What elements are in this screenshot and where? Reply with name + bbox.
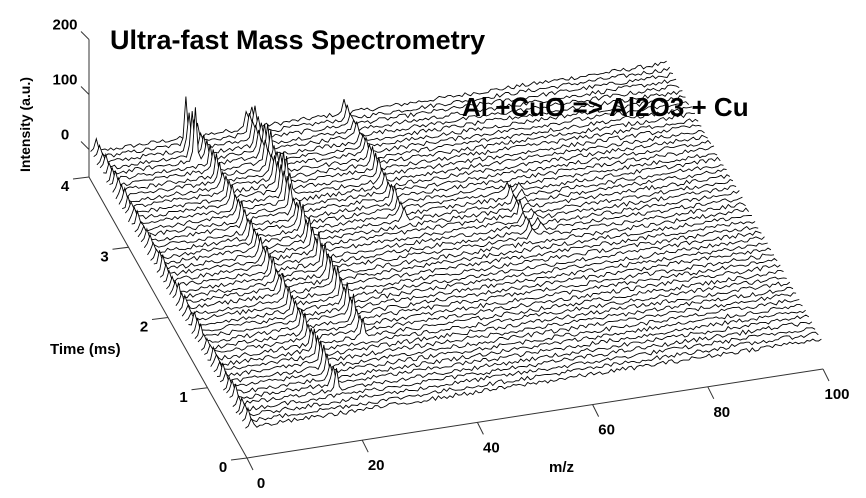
z-tick: [80, 141, 90, 150]
spectrum-trace: [150, 168, 727, 261]
x-tick-label: 20: [368, 457, 385, 474]
z-tick-label: 0: [61, 127, 69, 144]
spectrum-trace: [140, 153, 718, 243]
spectrum-trace: [166, 196, 743, 290]
spectrum-trace: [169, 202, 746, 295]
spectrum-trace: [122, 118, 699, 210]
x-tick: [246, 457, 254, 471]
spectrum-trace: [131, 134, 708, 225]
spectrum-trace: [238, 327, 816, 417]
spectrum-trace: [137, 145, 715, 238]
y-tick-label: 3: [100, 248, 108, 265]
spectrum-trace: [207, 269, 784, 361]
x-tick: [707, 386, 715, 400]
spectrum-trace: [118, 112, 696, 205]
z-tick-label: 200: [52, 17, 77, 34]
x-tick: [361, 439, 369, 453]
z-axis-label: Intensity (a.u.): [17, 77, 33, 172]
spectrum-trace: [153, 174, 731, 265]
spectrum-trace: [143, 156, 721, 249]
x-tick-label: 0: [257, 475, 265, 492]
y-tick: [72, 176, 90, 180]
spectrum-trace: [156, 179, 734, 273]
spectrum-trace: [147, 164, 724, 256]
spectrum-trace: [245, 338, 822, 429]
spectrum-trace: [159, 185, 737, 278]
spectrum-trace: [204, 264, 781, 355]
spectrum-trace: [216, 286, 794, 378]
x-tick-label: 80: [713, 404, 730, 421]
axes: [72, 31, 830, 471]
y-tick: [112, 246, 129, 250]
z-tick-label: 100: [52, 72, 77, 89]
y-tick: [191, 387, 208, 391]
y-tick-label: 1: [179, 389, 187, 406]
spectrum-trace: [210, 276, 787, 367]
x-axis-line: [246, 368, 824, 459]
spectrum-trace: [226, 303, 803, 394]
spectrum-trace: [109, 95, 686, 187]
spectrum-trace: [197, 253, 775, 343]
y-tick-label: 2: [140, 319, 148, 336]
spectrum-trace: [178, 221, 756, 311]
spectrum-trace: [200, 257, 778, 351]
x-tick: [822, 368, 830, 382]
spectrum-trace: [172, 207, 750, 299]
spectrum-trace: [241, 331, 819, 423]
spectrum-trace: [115, 106, 693, 200]
spectrum-trace: [185, 230, 762, 322]
spectrum-traces: [90, 60, 822, 456]
spectrum-trace: [235, 321, 813, 414]
y-tick: [151, 317, 169, 320]
x-tick-label: 60: [598, 422, 615, 439]
spectrum-trace: [219, 292, 797, 383]
spectrum-trace: [112, 101, 690, 193]
x-axis-label: m/z: [549, 459, 574, 476]
trace-fill: [245, 339, 822, 456]
spectrum-trace: [124, 124, 702, 214]
spectrum-trace: [213, 281, 791, 373]
spectrum-trace: [128, 130, 705, 223]
y-tick-label: 4: [61, 178, 70, 195]
x-tick: [476, 422, 484, 435]
x-tick-label: 40: [483, 439, 500, 456]
spectrum-trace: [103, 84, 680, 175]
spectrum-trace: [229, 309, 806, 399]
y-tick-label: 0: [219, 459, 227, 476]
chart-title: Ultra-fast Mass Spectrometry: [110, 25, 485, 55]
spectrum-trace: [175, 215, 752, 306]
spectrum-trace: [191, 242, 768, 334]
spectrum-trace: [232, 314, 810, 407]
reaction-annotation: Al +CuO => Al2O3 + Cu: [462, 92, 749, 122]
x-tick-label: 100: [824, 386, 849, 403]
spectrum-trace: [163, 190, 740, 283]
spectrum-trace: [188, 236, 765, 326]
spectrum-trace: [223, 299, 800, 391]
z-tick: [80, 31, 90, 40]
y-axis-label: Time (ms): [50, 341, 121, 358]
y-tick: [230, 457, 248, 461]
x-tick: [592, 404, 600, 417]
spectrum-trace: [181, 226, 759, 317]
z-tick: [80, 86, 90, 95]
spectrum-trace: [106, 90, 683, 183]
spectrum-trace: [194, 247, 772, 339]
spectrum-trace: [134, 139, 712, 233]
